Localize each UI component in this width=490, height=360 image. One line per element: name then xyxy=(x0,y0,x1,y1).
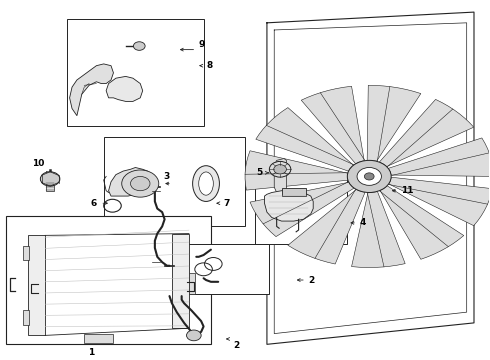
Bar xyxy=(255,176,347,244)
Bar xyxy=(187,244,270,294)
Ellipse shape xyxy=(199,172,213,195)
Bar xyxy=(28,235,45,336)
Bar xyxy=(24,310,29,325)
Circle shape xyxy=(187,330,201,341)
Text: 6: 6 xyxy=(90,199,97,208)
Polygon shape xyxy=(256,108,353,171)
Bar xyxy=(282,188,306,196)
Text: 7: 7 xyxy=(223,199,229,208)
Ellipse shape xyxy=(193,166,220,202)
Text: 5: 5 xyxy=(256,168,262,177)
Circle shape xyxy=(133,42,145,50)
Circle shape xyxy=(130,176,150,191)
Circle shape xyxy=(365,173,374,180)
Polygon shape xyxy=(106,76,143,102)
Polygon shape xyxy=(389,177,490,226)
Polygon shape xyxy=(70,64,114,116)
Circle shape xyxy=(270,161,291,177)
Circle shape xyxy=(347,160,391,193)
Bar xyxy=(84,334,114,342)
Text: 4: 4 xyxy=(360,219,366,228)
Circle shape xyxy=(40,172,60,186)
Polygon shape xyxy=(301,86,364,164)
Text: 9: 9 xyxy=(199,40,205,49)
Text: 2: 2 xyxy=(308,275,315,284)
Bar xyxy=(189,273,195,294)
Bar xyxy=(24,246,29,260)
Text: 3: 3 xyxy=(163,172,170,181)
Polygon shape xyxy=(274,158,287,194)
Text: 8: 8 xyxy=(206,61,212,70)
Circle shape xyxy=(122,170,159,197)
Polygon shape xyxy=(388,138,490,176)
Circle shape xyxy=(357,167,381,185)
Bar xyxy=(104,137,245,226)
Polygon shape xyxy=(380,186,464,259)
Polygon shape xyxy=(250,182,354,237)
Polygon shape xyxy=(245,151,348,190)
Text: 11: 11 xyxy=(401,186,414,195)
Bar xyxy=(67,19,203,126)
Text: 2: 2 xyxy=(233,341,239,350)
Bar xyxy=(6,216,211,344)
Text: 10: 10 xyxy=(32,159,44,168)
Circle shape xyxy=(274,165,287,174)
Polygon shape xyxy=(351,192,405,267)
Polygon shape xyxy=(367,85,421,161)
Bar xyxy=(46,182,54,191)
Bar xyxy=(172,234,189,328)
Polygon shape xyxy=(109,167,150,196)
Polygon shape xyxy=(379,99,474,167)
Polygon shape xyxy=(265,191,313,221)
Text: 1: 1 xyxy=(88,348,95,357)
Polygon shape xyxy=(288,189,365,264)
